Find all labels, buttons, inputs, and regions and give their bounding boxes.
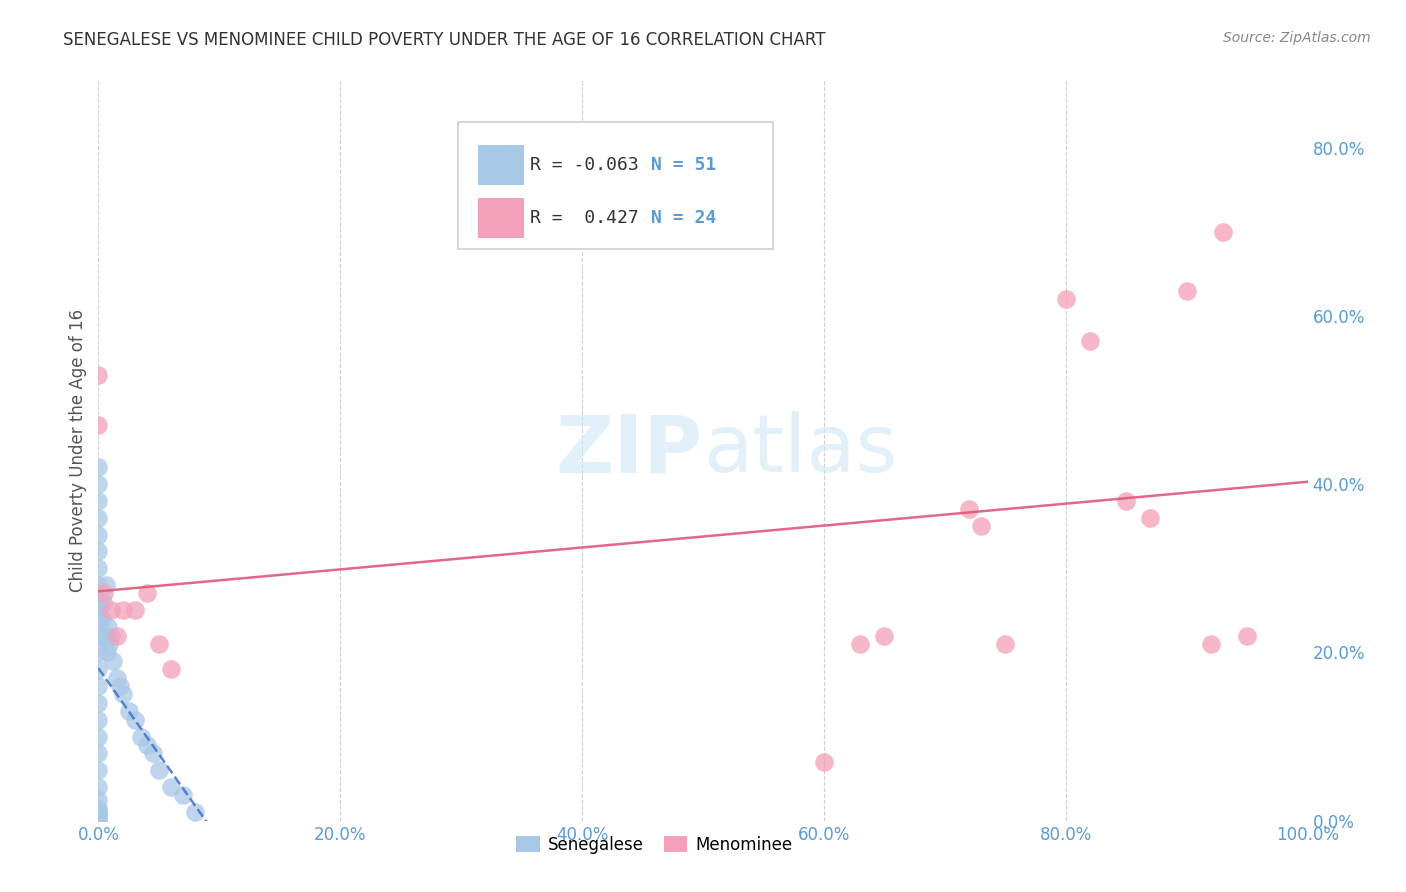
Point bbox=[87, 612, 110, 626]
Point bbox=[87, 368, 110, 382]
Point bbox=[87, 510, 110, 524]
Point bbox=[87, 814, 110, 828]
Text: ZIP: ZIP bbox=[555, 411, 703, 490]
Point bbox=[135, 586, 157, 600]
Point bbox=[108, 679, 131, 693]
Point bbox=[87, 814, 110, 828]
Point bbox=[135, 738, 157, 752]
Point bbox=[1175, 284, 1198, 298]
Point bbox=[98, 637, 121, 651]
Point bbox=[91, 612, 114, 626]
Point bbox=[97, 620, 120, 634]
Point bbox=[124, 603, 146, 617]
Point bbox=[87, 805, 110, 820]
Point bbox=[87, 696, 110, 710]
Point bbox=[87, 809, 110, 823]
Point bbox=[101, 654, 124, 668]
Point bbox=[148, 763, 170, 777]
Point bbox=[87, 747, 110, 761]
Point bbox=[111, 603, 134, 617]
Text: R = -0.063: R = -0.063 bbox=[530, 156, 638, 174]
Point bbox=[87, 763, 110, 777]
Point bbox=[1078, 334, 1101, 348]
Text: R =  0.427: R = 0.427 bbox=[530, 209, 638, 227]
Point bbox=[1054, 292, 1077, 306]
Point bbox=[87, 477, 110, 491]
Point bbox=[87, 792, 110, 806]
Text: N = 24: N = 24 bbox=[651, 209, 716, 227]
Point bbox=[1139, 510, 1161, 524]
Point bbox=[105, 628, 128, 642]
Point bbox=[87, 645, 110, 659]
Point bbox=[87, 662, 110, 676]
Point bbox=[87, 460, 110, 475]
Point bbox=[87, 801, 110, 815]
Point bbox=[87, 527, 110, 541]
Point bbox=[1115, 494, 1137, 508]
Point bbox=[87, 595, 110, 609]
Point bbox=[87, 730, 110, 744]
Point bbox=[91, 595, 114, 609]
Point bbox=[94, 578, 117, 592]
Point bbox=[873, 628, 896, 642]
Point bbox=[184, 805, 207, 820]
Point bbox=[1212, 225, 1234, 239]
Point bbox=[849, 637, 872, 651]
Text: atlas: atlas bbox=[703, 411, 897, 490]
Point bbox=[957, 502, 980, 516]
FancyBboxPatch shape bbox=[478, 145, 524, 186]
Point bbox=[142, 747, 165, 761]
Point bbox=[87, 814, 110, 828]
Point bbox=[87, 578, 110, 592]
Y-axis label: Child Poverty Under the Age of 16: Child Poverty Under the Age of 16 bbox=[69, 309, 87, 592]
Point bbox=[1199, 637, 1222, 651]
Point bbox=[87, 780, 110, 794]
Point bbox=[148, 637, 170, 651]
Point bbox=[118, 704, 141, 718]
Point bbox=[87, 713, 110, 727]
Point bbox=[87, 805, 110, 820]
Point bbox=[970, 519, 993, 533]
Point bbox=[96, 645, 118, 659]
Point bbox=[87, 494, 110, 508]
Point bbox=[129, 730, 152, 744]
Point bbox=[93, 628, 115, 642]
Point bbox=[111, 688, 134, 702]
Point bbox=[105, 671, 128, 685]
Legend: Senegalese, Menominee: Senegalese, Menominee bbox=[510, 829, 800, 861]
Point bbox=[100, 628, 122, 642]
Point bbox=[93, 586, 115, 600]
Point bbox=[172, 789, 194, 803]
Point bbox=[87, 679, 110, 693]
FancyBboxPatch shape bbox=[478, 198, 524, 238]
FancyBboxPatch shape bbox=[457, 122, 773, 249]
Point bbox=[994, 637, 1017, 651]
Point bbox=[87, 603, 110, 617]
Point bbox=[160, 780, 183, 794]
Point bbox=[1236, 628, 1258, 642]
Point bbox=[87, 809, 110, 823]
Text: N = 51: N = 51 bbox=[651, 156, 716, 174]
Text: SENEGALESE VS MENOMINEE CHILD POVERTY UNDER THE AGE OF 16 CORRELATION CHART: SENEGALESE VS MENOMINEE CHILD POVERTY UN… bbox=[63, 31, 825, 49]
Point bbox=[87, 561, 110, 575]
Text: Source: ZipAtlas.com: Source: ZipAtlas.com bbox=[1223, 31, 1371, 45]
Point bbox=[87, 628, 110, 642]
Point bbox=[124, 713, 146, 727]
Point bbox=[87, 544, 110, 558]
Point bbox=[813, 755, 835, 769]
Point bbox=[87, 418, 110, 433]
Point bbox=[100, 603, 122, 617]
Point bbox=[160, 662, 183, 676]
